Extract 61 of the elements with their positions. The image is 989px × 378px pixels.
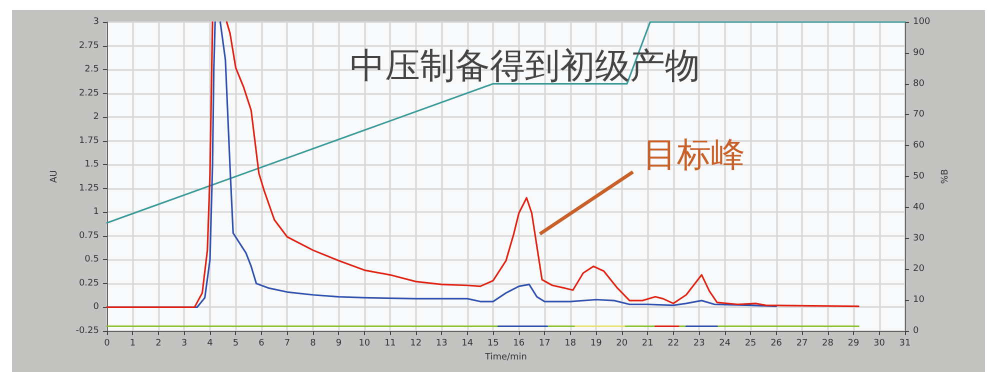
y2-tick-label: 40 [913, 202, 925, 212]
x-tick-label: 15 [487, 338, 499, 348]
x-tick-label: 8 [310, 338, 316, 348]
y-tick-label: 1.75 [78, 136, 99, 146]
x-tick-label: 28 [822, 338, 834, 348]
y-tick-label: 3 [93, 17, 99, 27]
y2-tick-label: 80 [913, 78, 925, 89]
x-tick-label: 4 [207, 338, 214, 348]
y2-tick-label: 70 [913, 110, 925, 120]
x-tick-label: 31 [899, 338, 911, 348]
x-tick-label: 22 [668, 338, 680, 348]
y-tick-label: 0.75 [78, 230, 99, 241]
y-tick-label: 2.75 [78, 40, 99, 51]
y-tick-label: 0 [93, 302, 100, 312]
y2-axis-title: %B [940, 169, 951, 184]
annotation: 目标峰 [642, 134, 745, 175]
x-tick-label: 2 [156, 338, 162, 348]
x-tick-label: 26 [770, 338, 782, 348]
x-tick-label: 29 [848, 338, 860, 348]
x-tick-label: 14 [462, 338, 474, 348]
x-tick-label: 0 [104, 338, 110, 348]
x-tick-label: 16 [513, 338, 525, 348]
y-tick-label: 0.25 [78, 278, 99, 288]
x-tick-label: 1 [130, 338, 136, 348]
x-tick-label: 3 [181, 338, 188, 348]
y-tick-label: 0.5 [84, 254, 99, 265]
x-tick-label: 10 [358, 338, 370, 348]
y2-tick-label: 60 [913, 140, 925, 151]
y-tick-label: 1.25 [78, 183, 99, 194]
x-tick-label: 20 [616, 338, 628, 348]
y-tick-label: 2 [93, 112, 99, 122]
y2-tick-label: 50 [913, 172, 925, 182]
y-tick-label: 2.5 [84, 64, 99, 75]
x-tick-label: 11 [384, 338, 396, 348]
x-tick-label: 25 [744, 338, 756, 348]
x-tick-label: 6 [258, 338, 265, 348]
y-tick-label: 1 [93, 207, 99, 218]
y-axis-title: AU [50, 170, 60, 183]
y2-tick-label: 0 [913, 326, 919, 336]
y2-tick-label: 100 [913, 17, 930, 27]
x-tick-label: 13 [436, 338, 448, 348]
x-tick-label: 30 [874, 338, 886, 348]
x-tick-label: 24 [719, 338, 731, 348]
y-tick-label: 2.25 [78, 88, 99, 98]
x-tick-label: 21 [642, 338, 654, 348]
x-axis-title: Time/min [484, 352, 528, 362]
y-tick-label: -0.25 [76, 326, 99, 336]
x-tick-label: 17 [538, 338, 550, 348]
x-tick-label: 7 [284, 338, 290, 348]
x-tick-label: 12 [410, 338, 422, 348]
y2-tick-label: 90 [913, 48, 925, 58]
y2-tick-label: 30 [913, 233, 925, 244]
x-tick-label: 5 [232, 338, 239, 348]
y2-tick-label: 10 [913, 295, 925, 306]
x-tick-label: 23 [693, 338, 705, 348]
x-tick-label: 9 [336, 338, 342, 348]
x-tick-label: 27 [796, 338, 808, 348]
y2-tick-label: 20 [913, 264, 925, 274]
y-tick-label: 1.5 [84, 160, 99, 170]
x-tick-label: 18 [564, 338, 576, 348]
x-tick-label: 19 [590, 338, 602, 348]
